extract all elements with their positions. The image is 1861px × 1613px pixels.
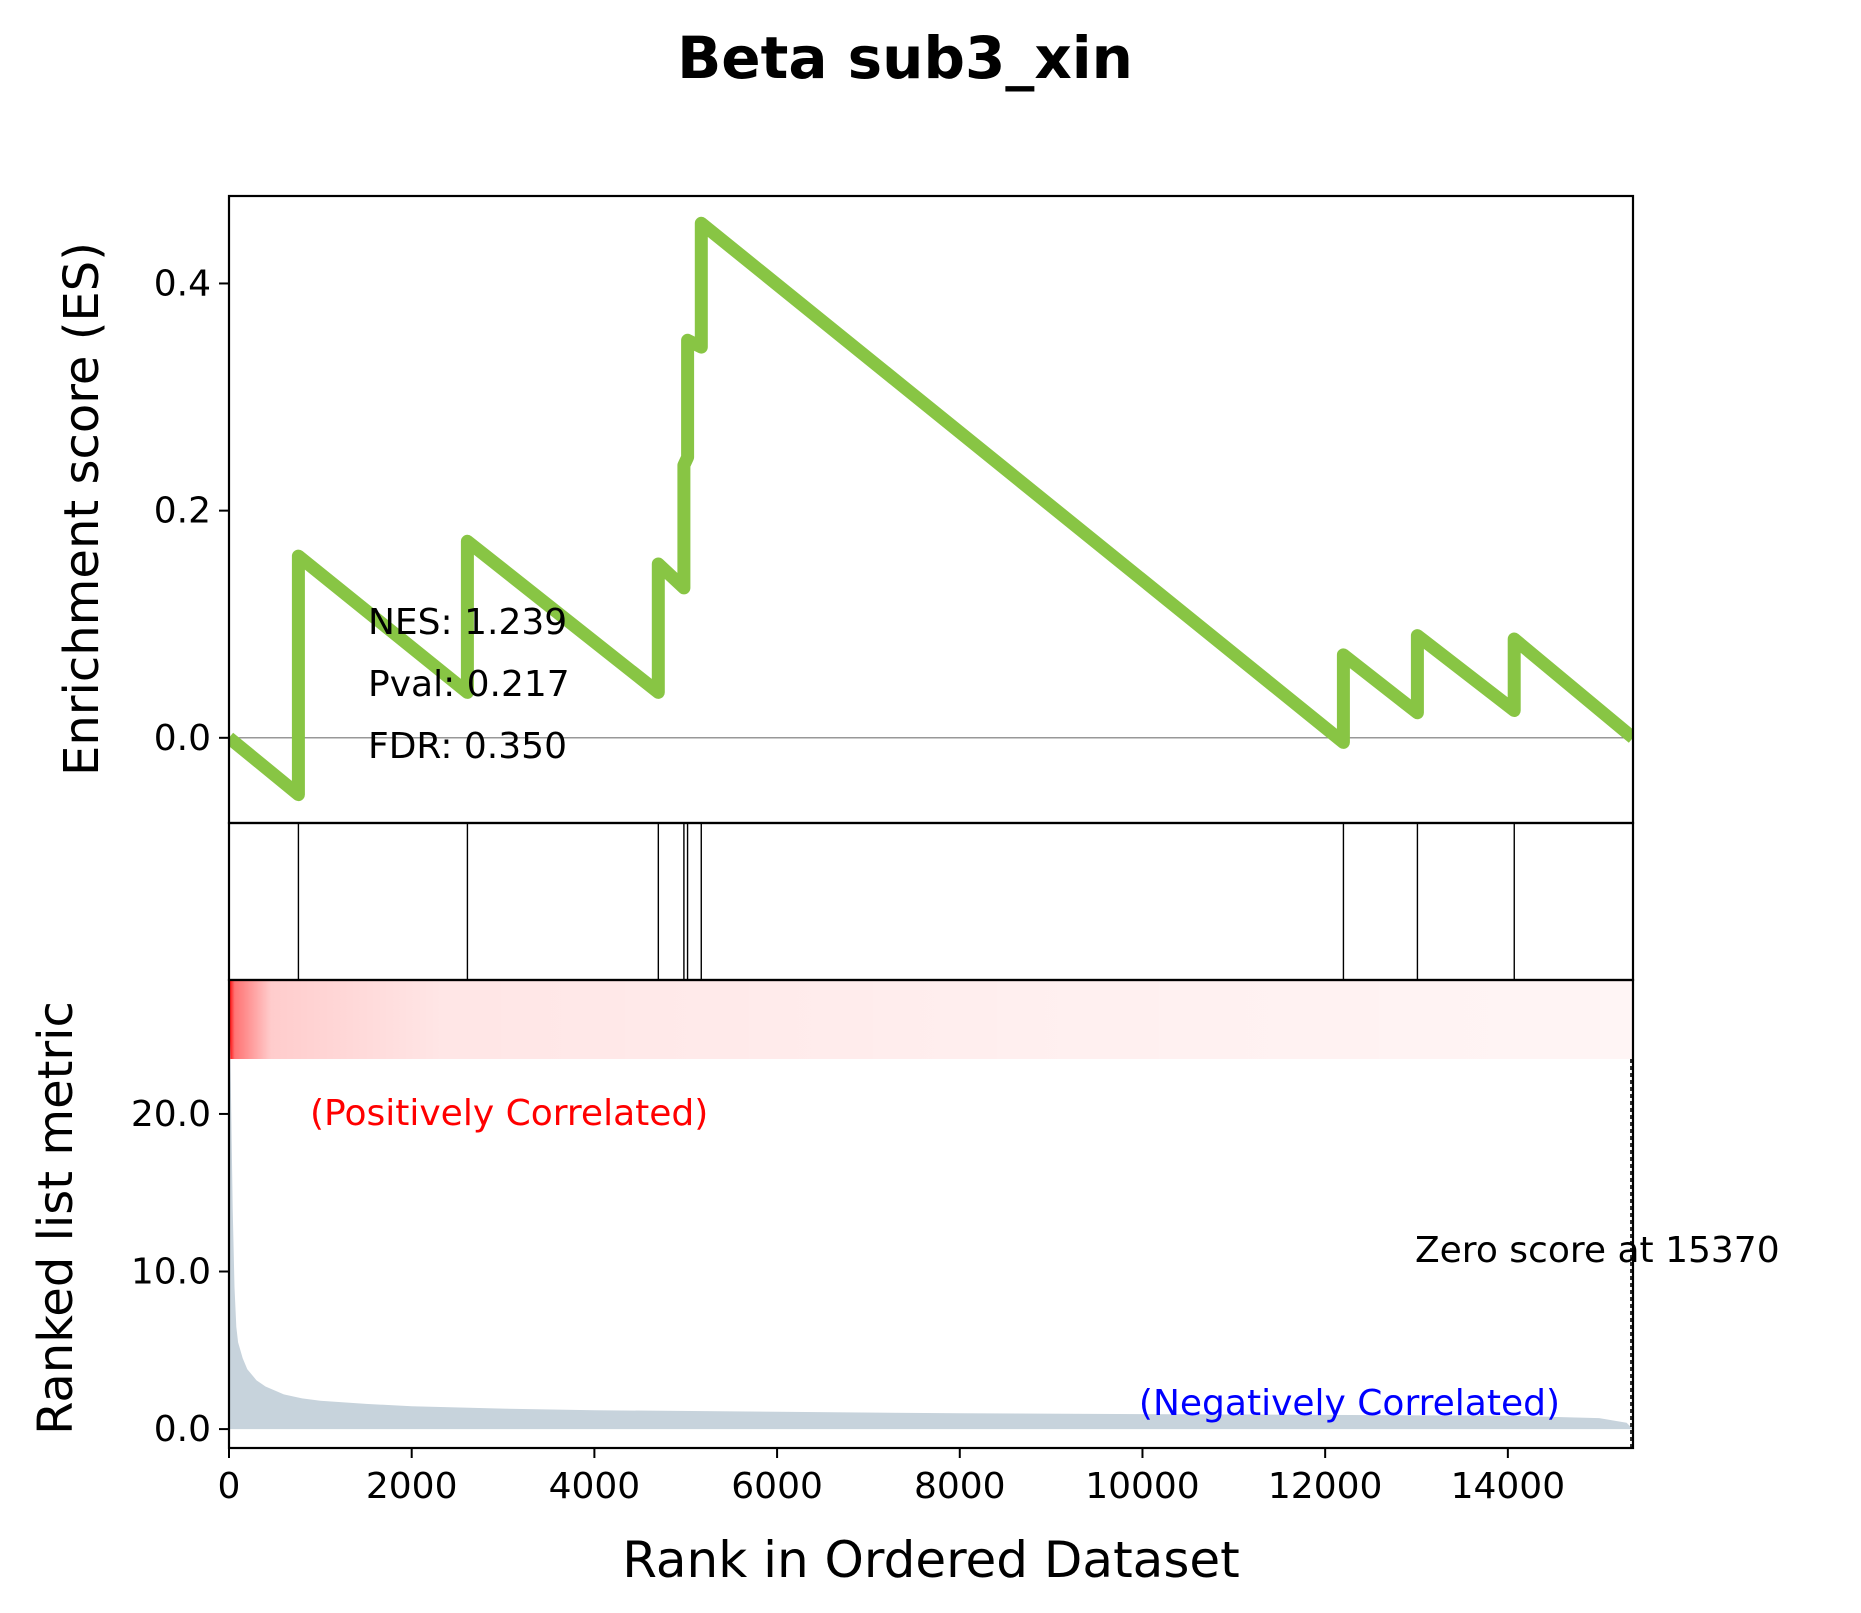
x-axis-ticks: 0 2000 4000 6000 8000 10000 12000 14000: [218, 1448, 1566, 1507]
es-line: [229, 216, 1633, 802]
metric-y-axis-label: Ranked list metric: [28, 1001, 84, 1435]
x-tick-label: 4000: [549, 1466, 641, 1507]
es-y-tick-label: 0.4: [154, 263, 211, 304]
x-tick-label: 6000: [731, 1466, 823, 1507]
es-y-ticks: 0.0 0.2 0.4: [154, 263, 229, 759]
x-tick-label: 8000: [914, 1466, 1006, 1507]
metric-y-tick-label: 0.0: [154, 1409, 211, 1450]
x-axis-label: Rank in Ordered Dataset: [622, 1531, 1239, 1589]
es-y-tick-label: 0.0: [154, 718, 211, 759]
es-panel: 0.0 0.2 0.4 NES: 1.239 Pval: 0.217 FDR: 0.…: [54, 194, 1635, 825]
es-curve: [229, 216, 1633, 802]
hit-lines: [297, 823, 1515, 980]
zero-score-label: Zero score at 15370: [1415, 1230, 1780, 1271]
es-y-axis-label: Enrichment score (ES): [54, 242, 110, 776]
x-tick-label: 12000: [1268, 1466, 1383, 1507]
x-tick-label: 14000: [1451, 1466, 1566, 1507]
hits-frame: [227, 821, 1635, 982]
x-tick-label: 0: [218, 1466, 241, 1507]
metric-y-ticks: 0.0 10.0 20.0: [131, 1094, 229, 1450]
hits-panel: [227, 821, 1635, 982]
metric-frame: [227, 978, 1635, 1450]
metric-y-tick-label: 10.0: [131, 1252, 211, 1293]
x-tick-label: 2000: [366, 1466, 458, 1507]
fdr-label: FDR: 0.350: [368, 726, 567, 767]
metric-y-tick-label: 20.0: [131, 1094, 211, 1135]
chart-title: Beta sub3_xin: [677, 24, 1133, 92]
positively-correlated-label: (Positively Correlated): [310, 1093, 708, 1134]
x-tick-label: 10000: [1085, 1466, 1200, 1507]
es-y-tick-label: 0.2: [154, 491, 211, 532]
negatively-correlated-label: (Negatively Correlated): [1139, 1383, 1560, 1424]
metric-panel: 0.0 10.0 20.0 (Positively Correlated) (Neg…: [28, 978, 1780, 1450]
rank-heatmap-bar: [229, 980, 1633, 1059]
nes-label: NES: 1.239: [368, 602, 567, 643]
pval-label: Pval: 0.217: [368, 664, 570, 705]
